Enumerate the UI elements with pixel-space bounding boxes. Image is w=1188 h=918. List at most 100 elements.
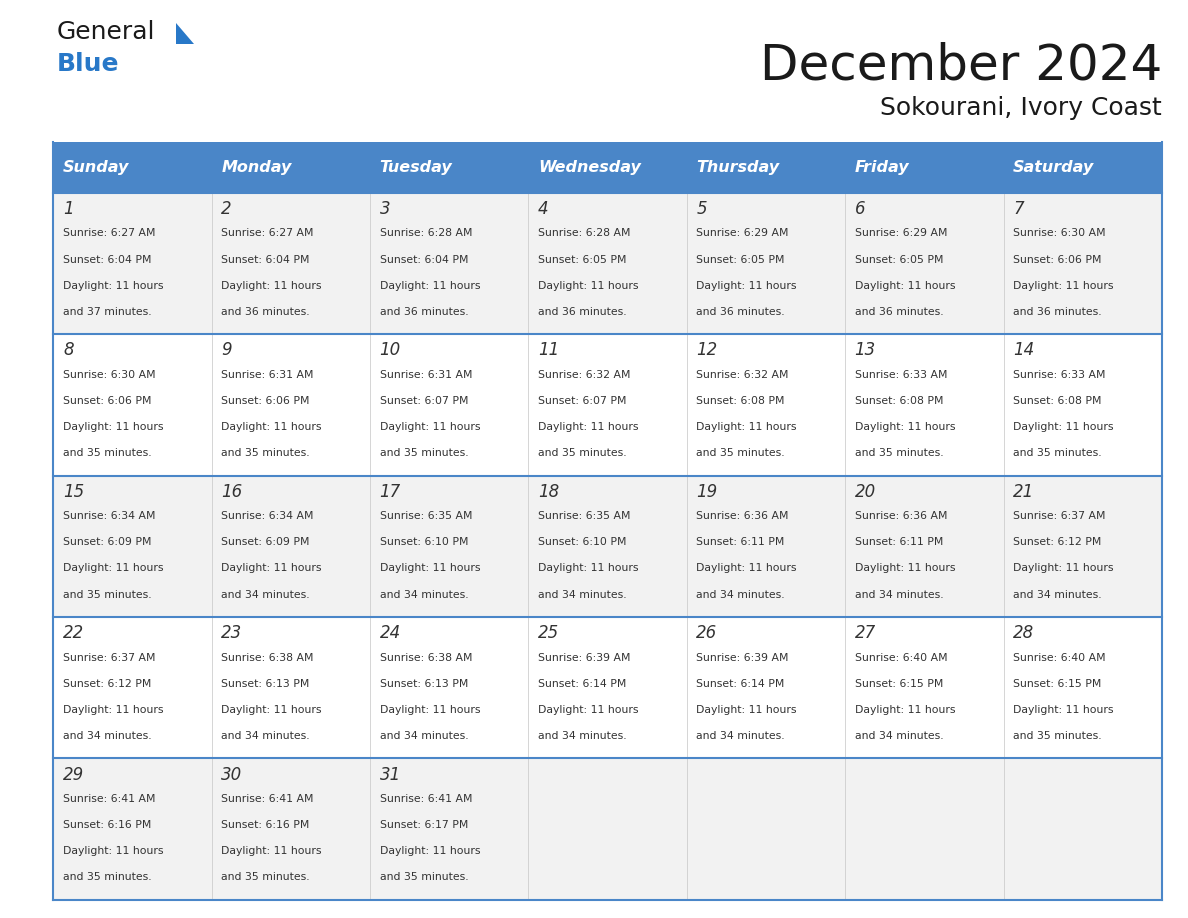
Text: Daylight: 11 hours: Daylight: 11 hours: [221, 564, 322, 574]
FancyBboxPatch shape: [529, 476, 687, 617]
FancyBboxPatch shape: [211, 617, 371, 758]
Text: Sunset: 6:05 PM: Sunset: 6:05 PM: [538, 254, 626, 264]
FancyBboxPatch shape: [1004, 334, 1162, 476]
Text: Daylight: 11 hours: Daylight: 11 hours: [1013, 564, 1113, 574]
Text: Daylight: 11 hours: Daylight: 11 hours: [63, 705, 164, 715]
Text: 17: 17: [380, 483, 400, 501]
Text: and 36 minutes.: and 36 minutes.: [696, 307, 785, 317]
FancyBboxPatch shape: [845, 617, 1004, 758]
Text: Daylight: 11 hours: Daylight: 11 hours: [854, 705, 955, 715]
Text: Daylight: 11 hours: Daylight: 11 hours: [696, 705, 797, 715]
FancyBboxPatch shape: [211, 193, 371, 334]
Text: and 34 minutes.: and 34 minutes.: [696, 731, 785, 741]
Text: Sunrise: 6:38 AM: Sunrise: 6:38 AM: [221, 653, 314, 663]
FancyBboxPatch shape: [529, 758, 687, 900]
Text: Sunset: 6:07 PM: Sunset: 6:07 PM: [380, 396, 468, 406]
Text: Sunrise: 6:41 AM: Sunrise: 6:41 AM: [63, 794, 156, 804]
Text: Daylight: 11 hours: Daylight: 11 hours: [854, 281, 955, 291]
Text: Sunset: 6:06 PM: Sunset: 6:06 PM: [1013, 254, 1101, 264]
FancyBboxPatch shape: [845, 193, 1004, 334]
Text: 20: 20: [854, 483, 876, 501]
Text: and 36 minutes.: and 36 minutes.: [854, 307, 943, 317]
Text: Daylight: 11 hours: Daylight: 11 hours: [63, 564, 164, 574]
Text: Daylight: 11 hours: Daylight: 11 hours: [538, 281, 638, 291]
Text: Daylight: 11 hours: Daylight: 11 hours: [63, 846, 164, 856]
FancyBboxPatch shape: [371, 758, 529, 900]
Text: Sunset: 6:05 PM: Sunset: 6:05 PM: [696, 254, 785, 264]
Text: Sunset: 6:10 PM: Sunset: 6:10 PM: [380, 537, 468, 547]
FancyBboxPatch shape: [53, 142, 211, 193]
Text: Sunrise: 6:40 AM: Sunrise: 6:40 AM: [854, 653, 947, 663]
FancyBboxPatch shape: [371, 142, 529, 193]
Text: 14: 14: [1013, 341, 1035, 360]
Text: Thursday: Thursday: [696, 160, 779, 175]
Text: 26: 26: [696, 624, 718, 643]
Text: Daylight: 11 hours: Daylight: 11 hours: [221, 705, 322, 715]
Text: Sunrise: 6:35 AM: Sunrise: 6:35 AM: [380, 511, 472, 521]
Text: Sunset: 6:13 PM: Sunset: 6:13 PM: [221, 678, 310, 688]
Text: and 35 minutes.: and 35 minutes.: [380, 448, 468, 458]
Text: Sunset: 6:10 PM: Sunset: 6:10 PM: [538, 537, 626, 547]
Text: Sunset: 6:06 PM: Sunset: 6:06 PM: [221, 396, 310, 406]
Text: and 34 minutes.: and 34 minutes.: [221, 731, 310, 741]
Text: Daylight: 11 hours: Daylight: 11 hours: [854, 564, 955, 574]
Text: and 35 minutes.: and 35 minutes.: [221, 872, 310, 882]
Text: Daylight: 11 hours: Daylight: 11 hours: [221, 846, 322, 856]
FancyBboxPatch shape: [53, 617, 211, 758]
Text: Sunrise: 6:38 AM: Sunrise: 6:38 AM: [380, 653, 472, 663]
Text: Sunrise: 6:41 AM: Sunrise: 6:41 AM: [380, 794, 472, 804]
Text: Sunset: 6:07 PM: Sunset: 6:07 PM: [538, 396, 626, 406]
Text: and 36 minutes.: and 36 minutes.: [380, 307, 468, 317]
Text: Sunset: 6:09 PM: Sunset: 6:09 PM: [63, 537, 151, 547]
Text: Sunset: 6:06 PM: Sunset: 6:06 PM: [63, 396, 151, 406]
FancyBboxPatch shape: [211, 142, 371, 193]
FancyBboxPatch shape: [529, 193, 687, 334]
Text: Sunrise: 6:40 AM: Sunrise: 6:40 AM: [1013, 653, 1106, 663]
Text: Sunset: 6:08 PM: Sunset: 6:08 PM: [696, 396, 785, 406]
Text: and 35 minutes.: and 35 minutes.: [221, 448, 310, 458]
Text: Sunrise: 6:33 AM: Sunrise: 6:33 AM: [1013, 370, 1106, 380]
Text: 15: 15: [63, 483, 84, 501]
Text: Daylight: 11 hours: Daylight: 11 hours: [538, 422, 638, 432]
Text: 7: 7: [1013, 200, 1024, 218]
FancyBboxPatch shape: [687, 758, 845, 900]
Text: Sunrise: 6:35 AM: Sunrise: 6:35 AM: [538, 511, 631, 521]
Text: Daylight: 11 hours: Daylight: 11 hours: [538, 564, 638, 574]
Text: Friday: Friday: [854, 160, 909, 175]
Text: 4: 4: [538, 200, 549, 218]
Text: 30: 30: [221, 766, 242, 784]
Text: 23: 23: [221, 624, 242, 643]
Text: 18: 18: [538, 483, 560, 501]
Text: Sunrise: 6:39 AM: Sunrise: 6:39 AM: [538, 653, 631, 663]
Text: Sunrise: 6:28 AM: Sunrise: 6:28 AM: [538, 229, 631, 239]
Text: Sunset: 6:04 PM: Sunset: 6:04 PM: [221, 254, 310, 264]
FancyBboxPatch shape: [211, 758, 371, 900]
Text: and 35 minutes.: and 35 minutes.: [1013, 448, 1101, 458]
FancyBboxPatch shape: [53, 476, 211, 617]
Text: and 36 minutes.: and 36 minutes.: [221, 307, 310, 317]
Text: 10: 10: [380, 341, 400, 360]
Text: 31: 31: [380, 766, 400, 784]
Text: 22: 22: [63, 624, 84, 643]
Text: and 34 minutes.: and 34 minutes.: [1013, 589, 1101, 599]
FancyBboxPatch shape: [53, 334, 211, 476]
Text: December 2024: December 2024: [759, 41, 1162, 89]
Text: 24: 24: [380, 624, 400, 643]
Text: and 35 minutes.: and 35 minutes.: [854, 448, 943, 458]
Text: Sunset: 6:05 PM: Sunset: 6:05 PM: [854, 254, 943, 264]
Text: and 34 minutes.: and 34 minutes.: [538, 731, 626, 741]
Text: Sunset: 6:15 PM: Sunset: 6:15 PM: [1013, 678, 1101, 688]
Text: Sunrise: 6:30 AM: Sunrise: 6:30 AM: [63, 370, 156, 380]
Text: and 34 minutes.: and 34 minutes.: [854, 589, 943, 599]
Text: and 35 minutes.: and 35 minutes.: [538, 448, 626, 458]
Text: Daylight: 11 hours: Daylight: 11 hours: [380, 705, 480, 715]
Text: and 34 minutes.: and 34 minutes.: [696, 589, 785, 599]
Text: Daylight: 11 hours: Daylight: 11 hours: [380, 422, 480, 432]
Text: Sunset: 6:15 PM: Sunset: 6:15 PM: [854, 678, 943, 688]
Text: and 35 minutes.: and 35 minutes.: [1013, 731, 1101, 741]
Text: Daylight: 11 hours: Daylight: 11 hours: [221, 422, 322, 432]
Text: Sunrise: 6:28 AM: Sunrise: 6:28 AM: [380, 229, 472, 239]
Text: Saturday: Saturday: [1013, 160, 1094, 175]
Text: Daylight: 11 hours: Daylight: 11 hours: [380, 281, 480, 291]
FancyBboxPatch shape: [1004, 476, 1162, 617]
